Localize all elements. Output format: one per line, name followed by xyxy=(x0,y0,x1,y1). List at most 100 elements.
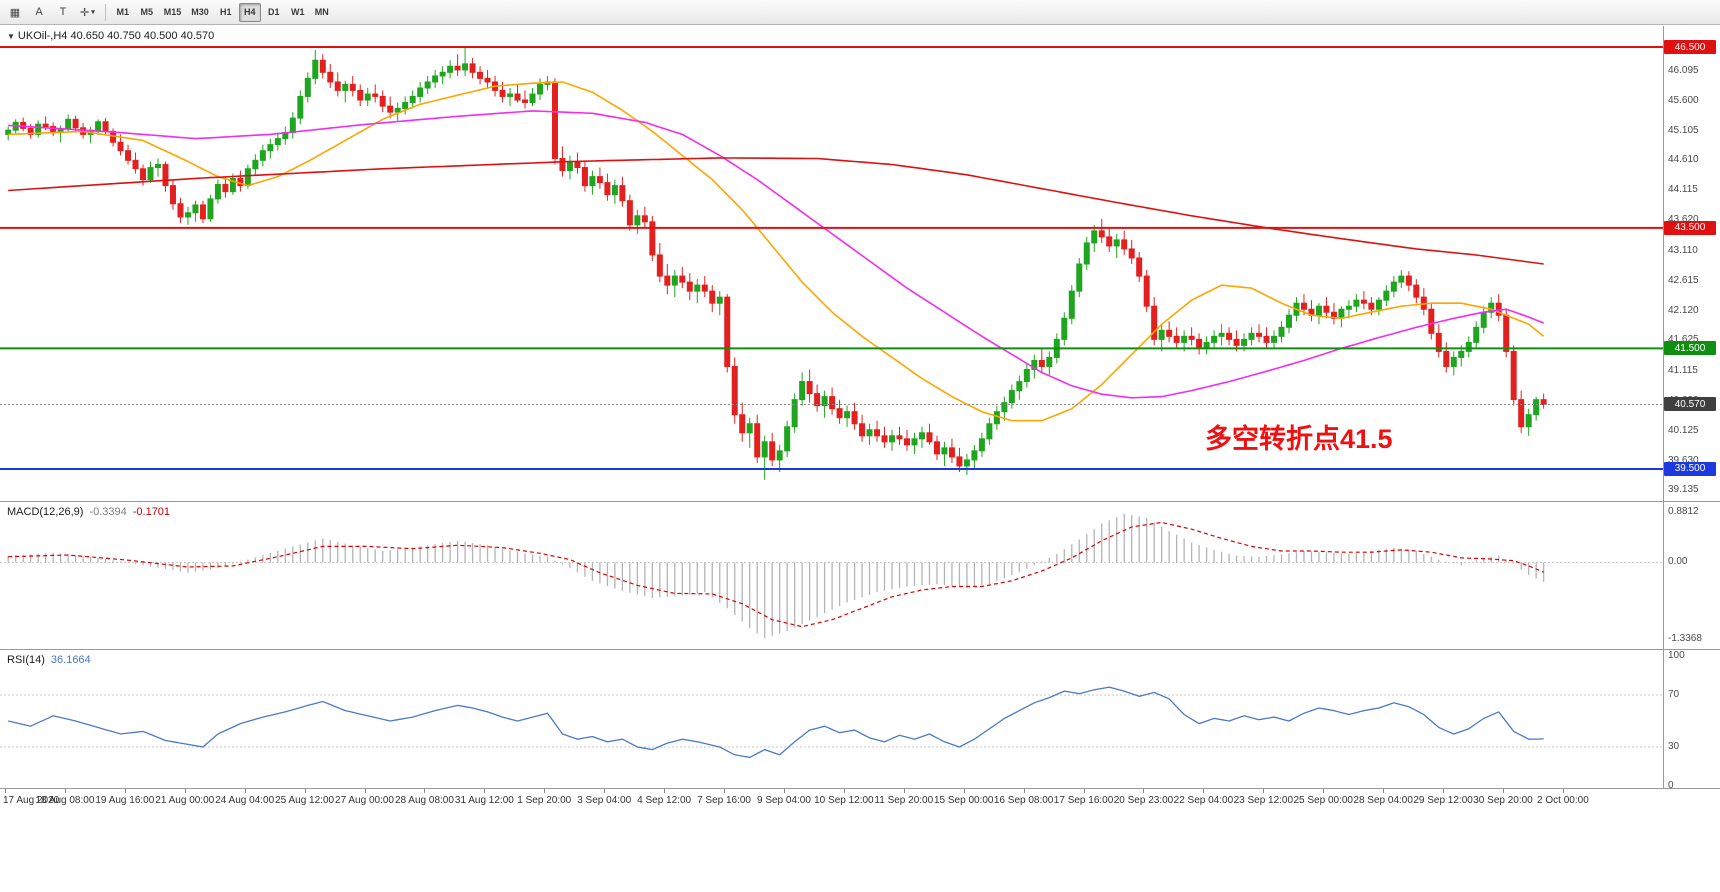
timeframe-button-M5[interactable]: M5 xyxy=(136,3,158,22)
time-axis-label: 23 Sep 12:00 xyxy=(1233,795,1294,806)
time-axis-tick xyxy=(184,789,186,793)
ma-medium-line xyxy=(8,110,1544,399)
time-axis-label: 16 Sep 08:00 xyxy=(993,795,1054,806)
price-axis-label: 41.625 xyxy=(1668,334,1699,346)
macd-canvas[interactable] xyxy=(0,502,1720,650)
bid-price-badge: 40.570 xyxy=(1664,397,1716,412)
macd-title-line: MACD(12,26,9) -0.3394 -0.1701 xyxy=(7,506,170,518)
price-scale[interactable]: 46.095 45.600 45.105 44.610 44.115 43.620 43.1… xyxy=(1663,26,1720,791)
insert-text-a-icon-button[interactable]: A xyxy=(28,3,50,22)
time-axis-tick xyxy=(783,789,785,793)
time-axis-tick xyxy=(1383,789,1385,793)
time-axis-tick xyxy=(1083,789,1085,793)
time-axis-tick xyxy=(1203,789,1205,793)
timeframe-button-W1[interactable]: W1 xyxy=(287,3,309,22)
timeframe-button-D1[interactable]: D1 xyxy=(263,3,285,22)
price-axis-label: 45.105 xyxy=(1668,124,1699,136)
time-axis-tick xyxy=(1443,789,1445,793)
chart-annotation-text: 多空转折点41.5 xyxy=(1205,424,1393,454)
macd-title: MACD(12,26,9) xyxy=(7,506,84,518)
price-axis-label: 46.095 xyxy=(1668,64,1699,76)
toolbar-separator xyxy=(104,3,106,21)
time-axis-tick xyxy=(484,789,486,793)
price-axis-label: 39.630 xyxy=(1668,454,1699,466)
time-axis-tick xyxy=(244,789,246,793)
moving-averages-layer xyxy=(8,81,1545,422)
macd-histogram xyxy=(7,513,1545,639)
time-axis-label: 25 Aug 12:00 xyxy=(275,795,335,806)
price-axis-label: 42.120 xyxy=(1668,304,1699,316)
toolbar: ▦ A T ✛ ▾ M1 M5 M15 M30 H1 H4 D1 W1 MN xyxy=(0,0,1720,25)
rsi-panel[interactable]: RSI(14) 36.1664 xyxy=(0,650,1720,789)
rsi-axis-label: 70 xyxy=(1668,688,1680,700)
rsi-axis-label: 0 xyxy=(1668,779,1674,791)
symbol-ohlc-text: UKOil-,H4 40.650 40.750 40.500 40.570 xyxy=(17,30,215,42)
insert-text-a-icon: A xyxy=(35,6,43,18)
text-label-icon-button[interactable]: T xyxy=(52,3,74,22)
time-axis-label: 4 Sep 12:00 xyxy=(637,795,692,806)
time-axis-label: 1 Sep 20:00 xyxy=(517,795,572,806)
text-label-icon: T xyxy=(59,6,67,18)
chart-symbol-line: ▼ UKOil-,H4 40.650 40.750 40.500 40.570 xyxy=(7,30,214,42)
time-axis-tick xyxy=(544,789,546,793)
time-axis-label: 28 Aug 08:00 xyxy=(394,795,454,806)
time-axis-label: 21 Aug 00:00 xyxy=(155,795,215,806)
time-axis-label: 9 Sep 04:00 xyxy=(756,795,811,806)
price-badge-41.500: 41.500 xyxy=(1664,341,1716,356)
time-axis-tick xyxy=(1263,789,1265,793)
price-scale-separator xyxy=(1663,26,1664,789)
time-axis-label: 19 Aug 16:00 xyxy=(95,795,155,806)
timeframe-button-M30[interactable]: M30 xyxy=(187,3,213,22)
time-axis-tick xyxy=(963,789,965,793)
chart-grid-icon-button[interactable]: ▦ xyxy=(4,3,26,22)
candlestick-chart-canvas[interactable] xyxy=(0,26,1720,502)
macd-axis-label: -1.3368 xyxy=(1668,632,1702,644)
expand-triangle-icon[interactable]: ▼ xyxy=(7,32,15,41)
price-axis-label: 39.135 xyxy=(1668,484,1699,496)
time-axis-label: 22 Sep 04:00 xyxy=(1173,795,1234,806)
time-axis-label: 15 Sep 00:00 xyxy=(933,795,994,806)
chart-grid-icon: ▦ xyxy=(9,6,21,19)
price-axis-label: 43.110 xyxy=(1668,244,1698,256)
price-axis-label: 45.600 xyxy=(1668,94,1699,106)
time-axis-label: 18 Aug 08:00 xyxy=(35,795,95,806)
macd-axis-label: 0.8812 xyxy=(1668,505,1699,517)
macd-signal-value: -0.1701 xyxy=(132,506,171,518)
crosshair-icon-button[interactable]: ✛ ▾ xyxy=(76,3,99,22)
time-axis-tick xyxy=(664,789,666,793)
timeframe-button-M15[interactable]: M15 xyxy=(160,3,186,22)
horizontal-lines-layer xyxy=(0,46,1663,470)
time-axis-label: 24 Aug 04:00 xyxy=(215,795,275,806)
rsi-canvas[interactable] xyxy=(0,650,1720,789)
time-axis-tick xyxy=(364,789,366,793)
time-axis-tick xyxy=(64,789,66,793)
candles-layer xyxy=(5,47,1547,480)
timeframe-button-MN[interactable]: MN xyxy=(311,3,333,22)
timeframe-button-M1[interactable]: M1 xyxy=(112,3,134,22)
rsi-title-line: RSI(14) 36.1664 xyxy=(7,654,91,666)
time-axis-label: 29 Sep 12:00 xyxy=(1413,795,1473,806)
time-axis[interactable]: 17 Aug 2020 18 Aug 08:00 19 Aug 16:00 21 Au… xyxy=(0,789,1720,817)
price-badge-39.500: 39.500 xyxy=(1664,461,1716,476)
timeframe-button-H4[interactable]: H4 xyxy=(238,2,261,22)
time-axis-tick xyxy=(604,789,606,793)
macd-panel[interactable]: MACD(12,26,9) -0.3394 -0.1701 xyxy=(0,502,1720,650)
rsi-line xyxy=(8,686,1544,759)
price-axis-label: 42.615 xyxy=(1668,274,1699,286)
price-axis-label: 43.620 xyxy=(1668,214,1699,226)
time-axis-tick xyxy=(724,789,726,793)
time-axis-tick xyxy=(1503,789,1504,793)
macd-signal-line xyxy=(8,521,1544,628)
timeframe-button-H1[interactable]: H1 xyxy=(215,3,237,22)
rsi-axis-label: 100 xyxy=(1668,649,1685,661)
ma-slow-line xyxy=(8,157,1544,265)
time-axis-tick xyxy=(5,789,6,793)
time-axis-tick xyxy=(1562,789,1564,793)
time-axis-label: 17 Sep 16:00 xyxy=(1053,795,1114,806)
time-axis-label: 7 Sep 16:00 xyxy=(697,795,751,806)
rsi-title: RSI(14) xyxy=(7,654,45,666)
time-axis-tick xyxy=(124,789,126,793)
time-axis-tick xyxy=(424,789,426,793)
main-chart-panel[interactable]: ▼ UKOil-,H4 40.650 40.750 40.500 40.570 xyxy=(0,26,1720,502)
time-axis-tick xyxy=(1023,789,1025,793)
